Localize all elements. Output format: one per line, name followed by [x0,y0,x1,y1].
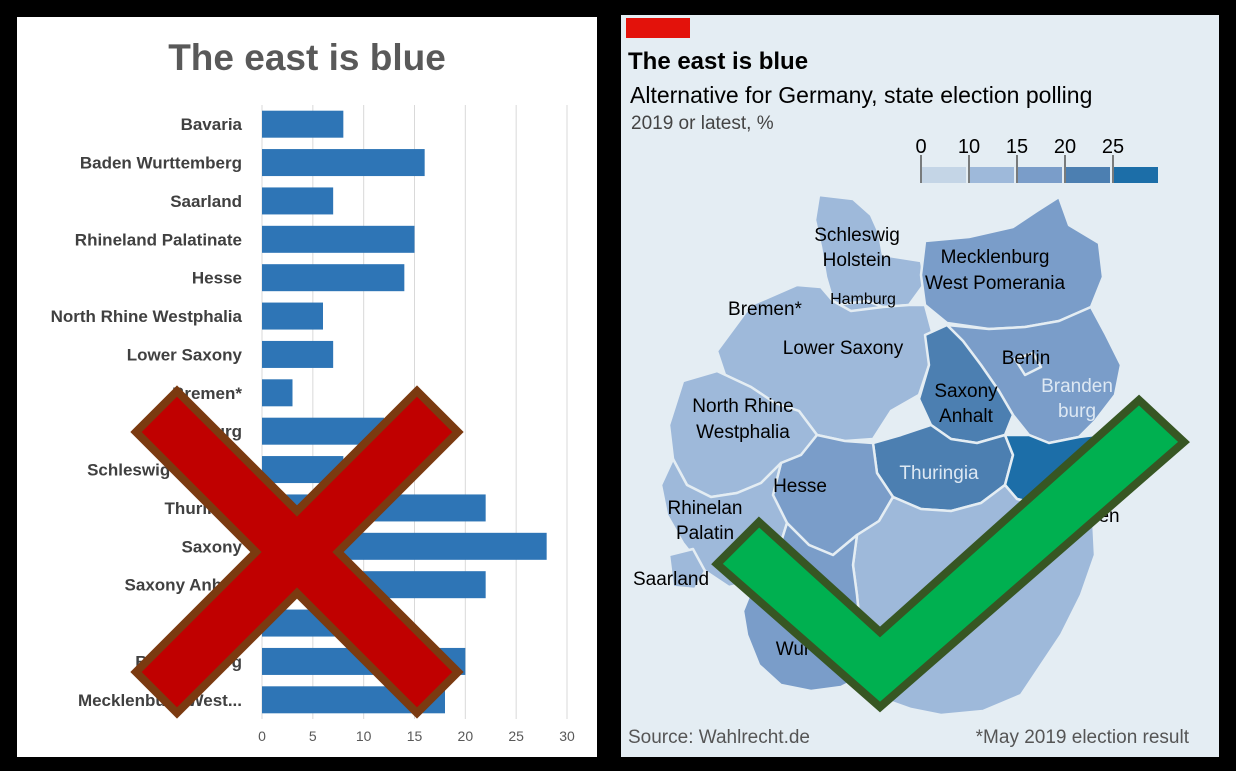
state-mecklenburg-west-pomerania [919,195,1105,331]
state-label: Branden [1041,376,1113,397]
state-label: Schleswig [814,225,900,246]
bar [262,340,334,368]
map-unit-line: 2019 or latest, % [631,113,774,134]
economist-red-tag [626,18,690,38]
x-tick-label: 20 [458,728,474,744]
category-label: Baden Wurttemberg [80,154,242,173]
legend-label: 25 [1102,136,1124,158]
bar [262,264,405,292]
red-cross-overlay [130,385,464,719]
category-label: North Rhine Westphalia [51,307,243,326]
state-label: Anhalt [939,406,994,427]
state-label: Hesse [773,476,827,497]
legend-label: 10 [958,136,980,158]
legend-swatch [922,167,966,183]
state-label: burg [1058,401,1096,422]
state-label: Saarland [633,569,709,590]
legend-swatch [970,167,1014,183]
state-label: Wur [776,639,811,660]
map-title: The east is blue [628,48,809,75]
state-label: Bremen* [728,299,803,320]
x-tick-label: 0 [258,728,266,744]
bar [262,110,344,138]
category-label: Saxony [182,537,243,556]
state-saarland [667,547,707,591]
state-labels: Schleswig Holstein Mecklenburg West Pomeran… [633,225,1120,660]
state-label: Mecklenburg [941,247,1050,268]
category-label: Lower Saxony [127,345,243,364]
x-tick-label: 30 [559,728,575,744]
red-cross-icon [130,385,464,719]
bar [262,187,334,215]
legend-label: 15 [1006,136,1028,158]
state-label: Berlin [1002,348,1051,369]
category-label: Saarland [170,192,242,211]
state-label: Palatin [676,523,734,544]
bar [262,149,425,177]
legend-label: 20 [1054,136,1076,158]
state-label: Hamburg [830,291,896,308]
note-text: *May 2019 election result [975,727,1189,748]
x-tick-label: 25 [508,728,524,744]
left-panel: The east is blue 0 5 10 15 20 25 30 Bavaria Bade… [17,17,597,757]
state-label: Holstein [823,250,892,271]
x-tick-label: 5 [309,728,317,744]
bar [262,225,415,253]
germany-map: 0 10 15 20 25 Schleswig Holstein Mecklenburg We… [633,136,1190,717]
color-legend: 0 10 15 20 25 [915,136,1158,183]
x-tick-label: 10 [356,728,372,744]
state-label: Thuringia [899,463,979,484]
bar [262,302,323,330]
x-tick-label: 15 [407,728,423,744]
state-label: Westphalia [696,422,790,443]
category-label: Bavaria [181,115,243,134]
bar [262,379,293,407]
state-label: Saxony [934,381,998,402]
source-text: Source: Wahlrecht.de [628,727,810,748]
left-chart-title: The east is blue [168,37,446,78]
category-label: Rhineland Palatinate [75,230,242,249]
state-label: West Pomerania [925,273,1066,294]
right-panel: The east is blue Alternative for Germany… [621,15,1219,757]
legend-swatch [1114,167,1158,183]
state-berlin [1013,351,1043,377]
state-label: Rhinelan [668,498,743,519]
legend-swatch [1018,167,1062,183]
legend-label: 0 [915,136,926,158]
state-label: North Rhine [692,396,793,417]
state-label: Lower Saxony [783,338,904,359]
map-subtitle: Alternative for Germany, state election … [630,82,1093,108]
category-label: Hesse [192,269,242,288]
green-check-icon [711,394,1190,713]
legend-swatch [1066,167,1110,183]
